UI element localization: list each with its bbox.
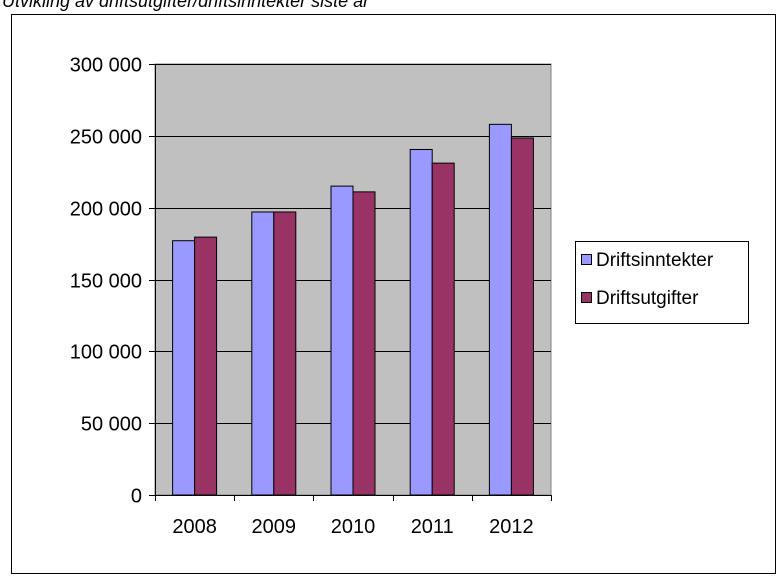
x-tick-label: 2009 [252, 516, 297, 538]
y-tick-label: 300 000 [70, 55, 142, 77]
x-tick-label: 2010 [331, 516, 376, 538]
y-tick-label: 100 000 [70, 342, 142, 364]
x-tick-label: 2011 [411, 516, 454, 538]
bar-driftsutgifter-2010 [352, 191, 376, 496]
bar-driftsinntekter-2009 [251, 211, 275, 496]
legend-box [575, 241, 749, 324]
bar-driftsinntekter-2008 [172, 240, 196, 496]
legend-label-driftsinntekter: Driftsinntekter [596, 250, 714, 271]
y-tick-label: 250 000 [70, 127, 142, 149]
y-tick-label: 0 [131, 486, 142, 508]
y-tick-label: 200 000 [70, 199, 142, 221]
legend-swatch-driftsutgifter [581, 292, 592, 303]
y-tick-label: 50 000 [81, 414, 142, 436]
bar-driftsinntekter-2010 [330, 185, 354, 496]
bar-driftsutgifter-2012 [510, 137, 534, 496]
bar-driftsutgifter-2009 [273, 211, 297, 496]
bar-driftsutgifter-2011 [431, 162, 455, 496]
x-tick-label: 2012 [489, 516, 534, 538]
bar-driftsinntekter-2012 [488, 123, 512, 496]
y-tick-label: 150 000 [70, 271, 142, 293]
legend-swatch-driftsinntekter [581, 254, 592, 265]
bar-driftsutgifter-2008 [194, 236, 218, 496]
x-tick-label: 2008 [172, 516, 217, 538]
bar-driftsinntekter-2011 [409, 148, 433, 496]
chart-title: Utvikling av driftsutgifter/driftsinntek… [2, 0, 370, 11]
legend-label-driftsutgifter: Driftsutgifter [596, 288, 699, 309]
